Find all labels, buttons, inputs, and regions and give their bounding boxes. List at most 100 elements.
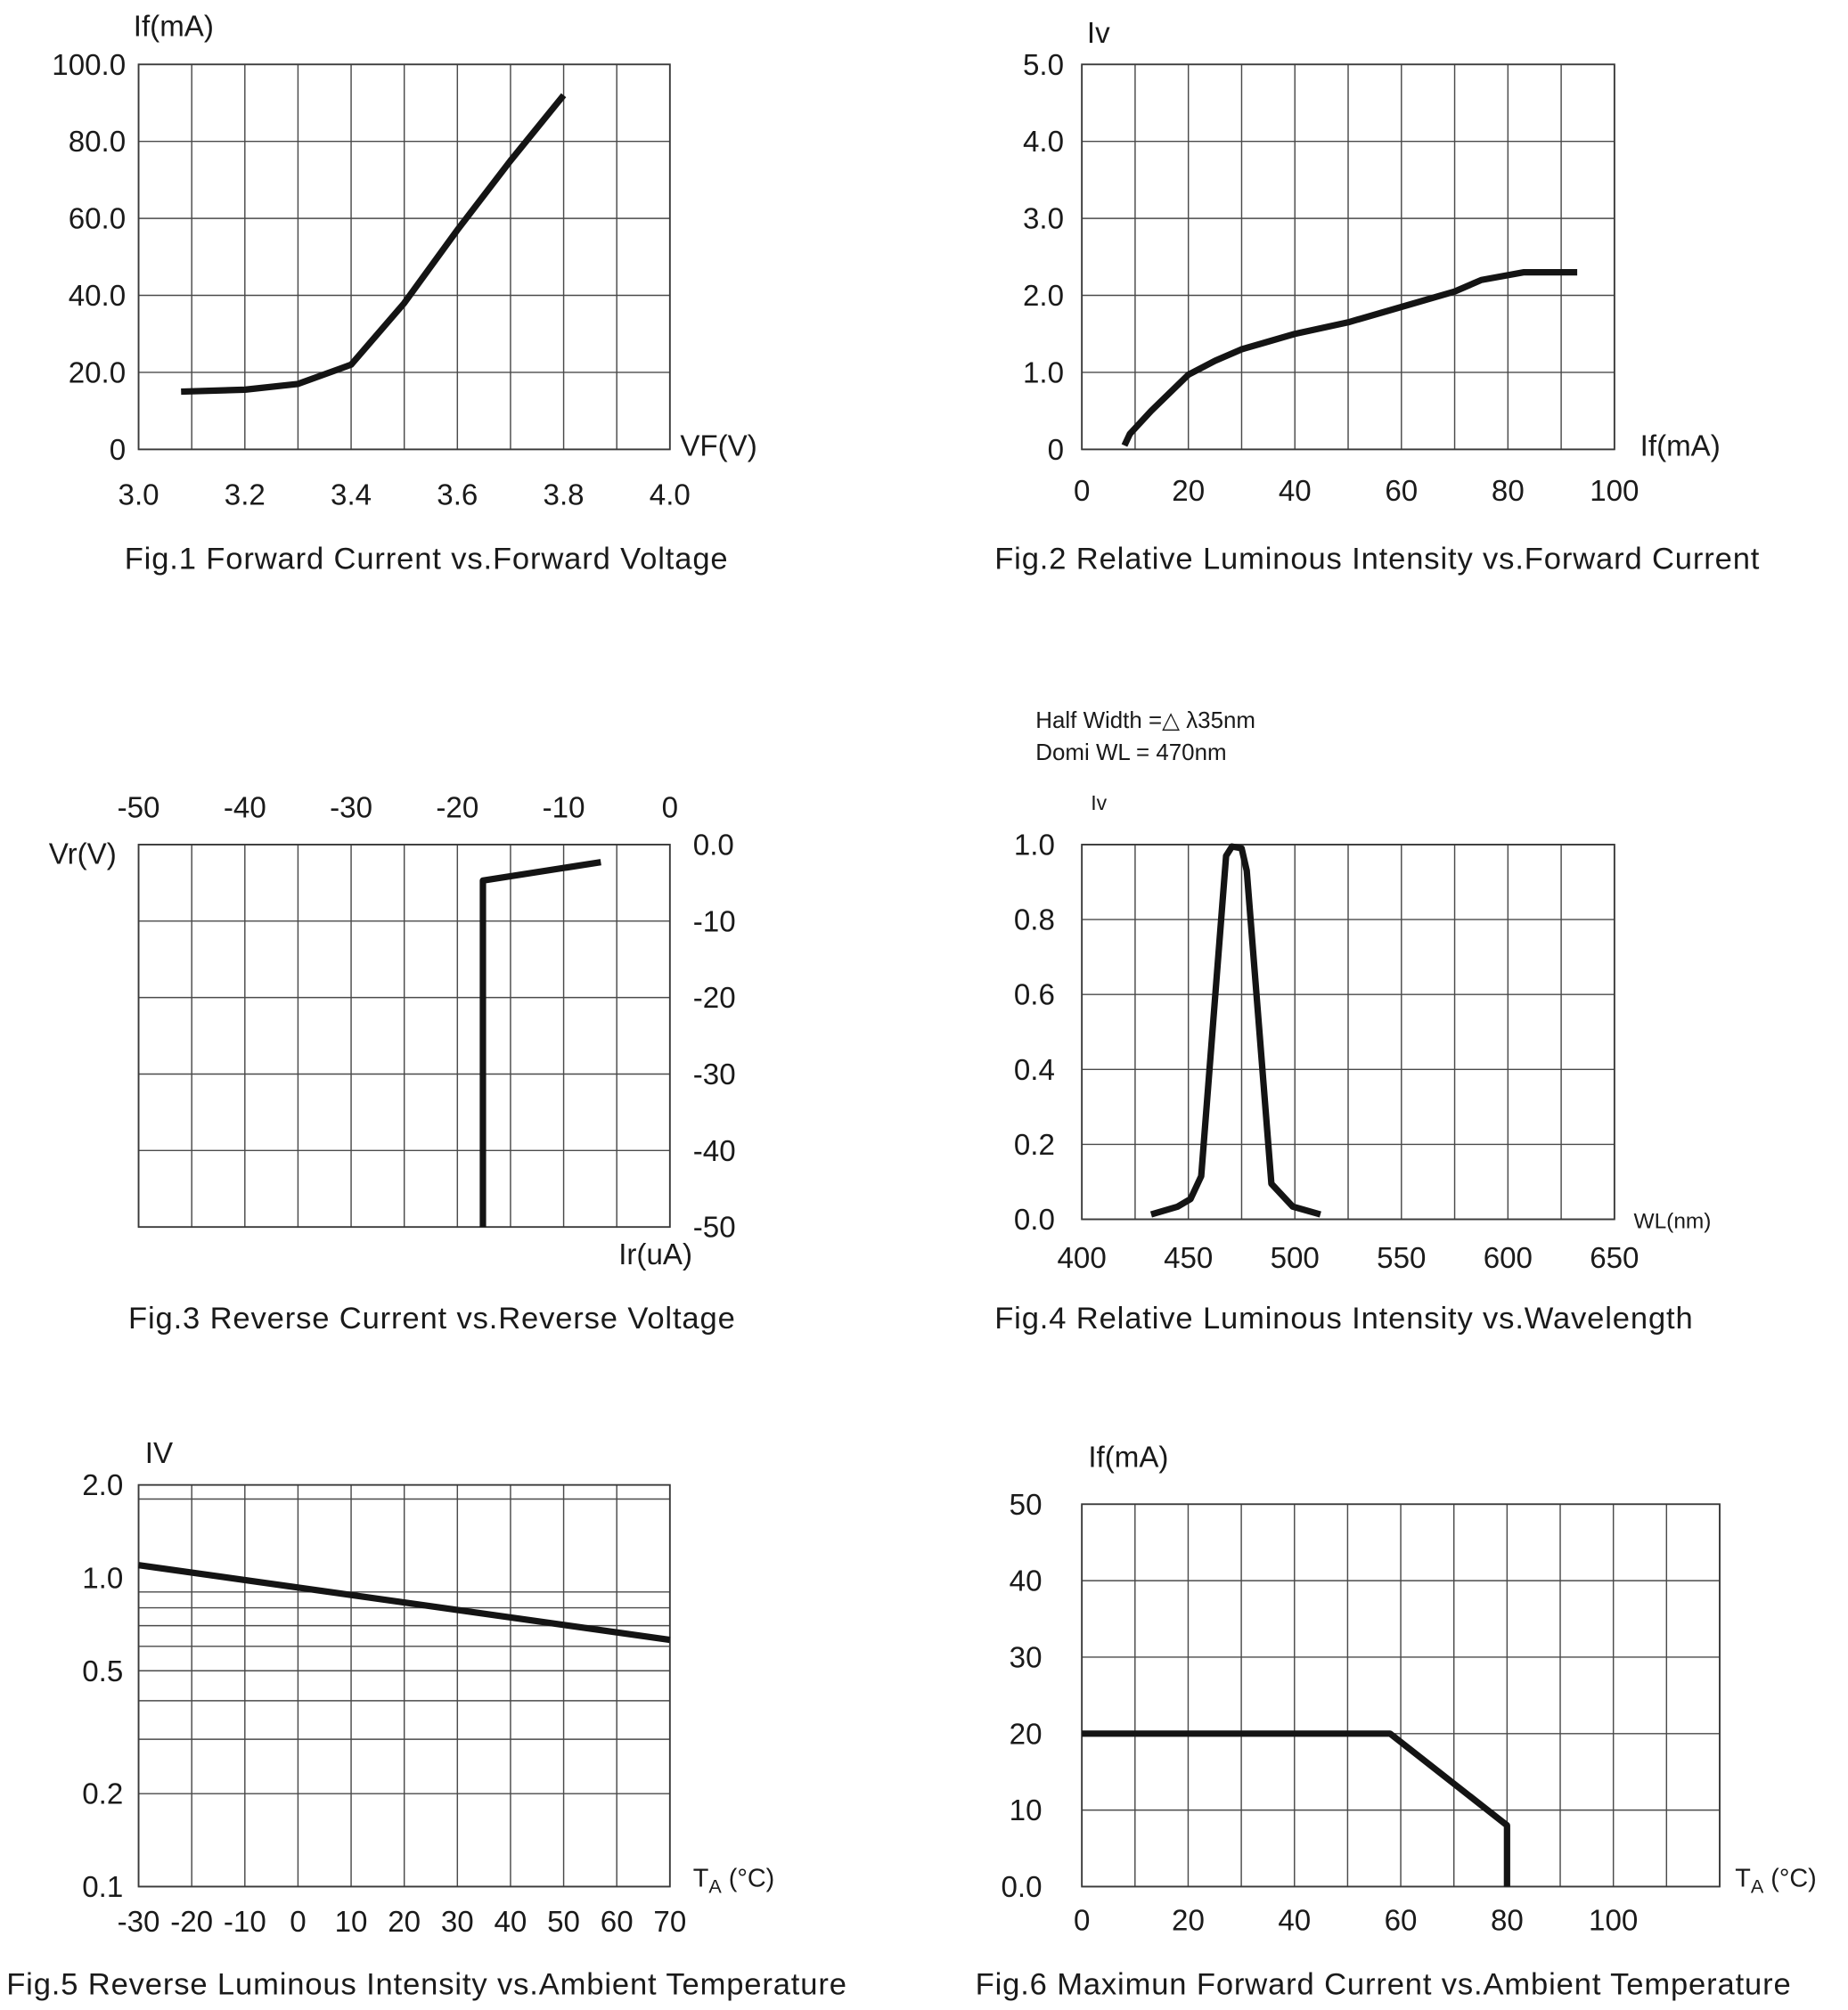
y-tick-label: -20 — [693, 982, 736, 1015]
y-tick-label: 0.2 — [82, 1778, 123, 1811]
series-line — [138, 1562, 671, 1644]
y-tick-label: 0.2 — [1014, 1129, 1055, 1162]
y-tick-label: 40.0 — [69, 280, 126, 313]
figure-2: 0 20 40 60 80 100 0 1.0 2.0 3.0 4.0 5.0 Iv If(mA) Fig.… — [994, 17, 1760, 576]
figure-caption: Fig.1 Forward Current vs.Forward Voltage — [125, 542, 729, 576]
annotation: Half Width =△ λ35nm — [1035, 708, 1255, 733]
series-line — [1121, 269, 1578, 447]
figure-5: -30 -20 -10 0 10 20 30 40 50 60 70 0.1 0.2 0.5 1.0 2.0 I… — [6, 1437, 847, 2001]
x-tick-label: 0 — [1074, 475, 1090, 508]
y-tick-label: 0.1 — [82, 1871, 123, 1904]
x-tick-label: 400 — [1058, 1242, 1107, 1275]
series-line — [181, 93, 567, 396]
y-tick-label: 0.4 — [1014, 1054, 1055, 1087]
y-tick-label: 100.0 — [52, 49, 126, 82]
plot-frame — [1081, 63, 1615, 451]
plot-frame — [137, 844, 671, 1229]
x-tick-label: 60 — [1385, 475, 1418, 508]
x-tick-label: 500 — [1271, 1242, 1320, 1275]
x-tick-label: 3.8 — [544, 478, 585, 511]
x-axis-label: Ir(uA) — [618, 1238, 692, 1271]
plot-frame — [137, 1483, 671, 1888]
y-tick-label: 0.6 — [1014, 979, 1055, 1012]
annotation: Domi WL = 470nm — [1035, 740, 1226, 765]
figure-3: -50 -40 -30 -20 -10 00.0-10-20-30-40-50Vr(V)I… — [49, 792, 736, 1336]
y-axis-label: If(mA) — [1088, 1442, 1168, 1475]
grid — [137, 1483, 671, 1888]
x-tick-label: 60 — [1385, 1904, 1418, 1937]
x-tick-label: 80 — [1492, 475, 1525, 508]
y-tick-label: 2.0 — [82, 1469, 123, 1502]
x-axis-label-subscript: A — [708, 1875, 722, 1898]
series-line — [479, 859, 601, 1228]
figure-6: 0 20 40 60 80 100 0.0 10 20 30 40 50 If(mA) TA (°C) Fi… — [976, 1442, 1817, 2002]
x-tick-label: -40 — [224, 792, 266, 825]
x-tick-label: 3.0 — [119, 478, 159, 511]
plot-frame — [1081, 1503, 1721, 1888]
y-axis-label: IV — [145, 1437, 173, 1470]
y-tick-label: 20.0 — [69, 356, 126, 389]
figure-caption: Fig.3 Reverse Current vs.Reverse Voltage — [128, 1302, 736, 1336]
y-tick-label: 30 — [1010, 1641, 1043, 1674]
figure-4: 400 450 500 550 600 650 0.0 0.2 0.4 0.6 0.8 1.0 Iv WL… — [994, 708, 1711, 1336]
y-axis-label: Iv — [1091, 791, 1107, 814]
y-tick-label: 0.0 — [1001, 1871, 1042, 1904]
x-tick-label: 3.4 — [331, 478, 372, 511]
x-tick-label: -50 — [118, 792, 160, 825]
y-tick-label: 0.8 — [1014, 904, 1055, 937]
x-axis-label-main: T — [1735, 1864, 1751, 1892]
x-tick-label: 40 — [495, 1906, 527, 1939]
x-axis-label-unit: (°C) — [1763, 1864, 1817, 1892]
x-tick-label: 30 — [441, 1906, 474, 1939]
x-tick-label: 0 — [662, 792, 678, 825]
y-tick-label: 3.0 — [1023, 203, 1064, 236]
y-axis-label: Iv — [1087, 17, 1110, 50]
y-tick-label: 1.0 — [1023, 356, 1064, 389]
y-tick-label: 0.0 — [693, 829, 734, 862]
x-axis-label-subscript: A — [1751, 1875, 1764, 1898]
x-axis-label-unit: (°C) — [722, 1864, 775, 1892]
grid — [1081, 1503, 1721, 1888]
x-tick-label: 20 — [1172, 1904, 1205, 1937]
x-tick-label: 80 — [1491, 1904, 1524, 1937]
x-tick-label: -10 — [224, 1906, 266, 1939]
y-tick-label: 50 — [1010, 1489, 1043, 1522]
x-tick-label: 70 — [653, 1906, 686, 1939]
x-tick-label: 40 — [1279, 475, 1312, 508]
y-tick-label: 0.0 — [1014, 1204, 1055, 1237]
y-tick-label: 0 — [110, 434, 126, 467]
x-axis-label: If(mA) — [1640, 430, 1721, 463]
y-tick-label: -50 — [693, 1212, 736, 1245]
x-axis-label: TA (°C) — [1735, 1864, 1817, 1897]
x-tick-label: 0 — [1074, 1904, 1090, 1937]
y-tick-label: 5.0 — [1023, 49, 1064, 82]
y-tick-label: 2.0 — [1023, 280, 1064, 313]
y-tick-label: 80.0 — [69, 126, 126, 159]
x-tick-label: 40 — [1278, 1904, 1311, 1937]
x-tick-label: 100 — [1590, 475, 1639, 508]
plot-frame — [137, 63, 671, 451]
x-tick-label: 3.6 — [437, 478, 478, 511]
figure-caption: Fig.2 Relative Luminous Intensity vs.For… — [994, 542, 1760, 576]
y-tick-label: 60.0 — [69, 203, 126, 236]
y-tick-label: 0 — [1048, 434, 1064, 467]
x-tick-label: -30 — [118, 1906, 160, 1939]
y-axis-label: Vr(V) — [49, 838, 117, 871]
x-axis-label: TA (°C) — [693, 1864, 774, 1897]
y-tick-label: 40 — [1010, 1565, 1043, 1598]
figure-1: 3.0 3.2 3.4 3.6 3.8 4.0 0 20.0 40.0 60.0 80.0 100.0… — [52, 11, 757, 576]
grid — [137, 844, 671, 1228]
x-tick-label: -10 — [543, 792, 585, 825]
x-axis-label-main: T — [693, 1864, 709, 1892]
x-tick-label: 10 — [335, 1906, 368, 1939]
figure-caption: Fig.5 Reverse Luminous Intensity vs.Ambi… — [6, 1967, 847, 2001]
y-tick-label: 1.0 — [82, 1562, 123, 1595]
x-tick-label: 100 — [1589, 1904, 1638, 1937]
grid — [1081, 63, 1615, 451]
y-tick-label: 4.0 — [1023, 126, 1064, 159]
x-tick-label: -20 — [436, 792, 478, 825]
x-axis-label: WL(nm) — [1633, 1210, 1711, 1234]
x-tick-label: 4.0 — [650, 478, 691, 511]
series-line — [1149, 843, 1321, 1218]
